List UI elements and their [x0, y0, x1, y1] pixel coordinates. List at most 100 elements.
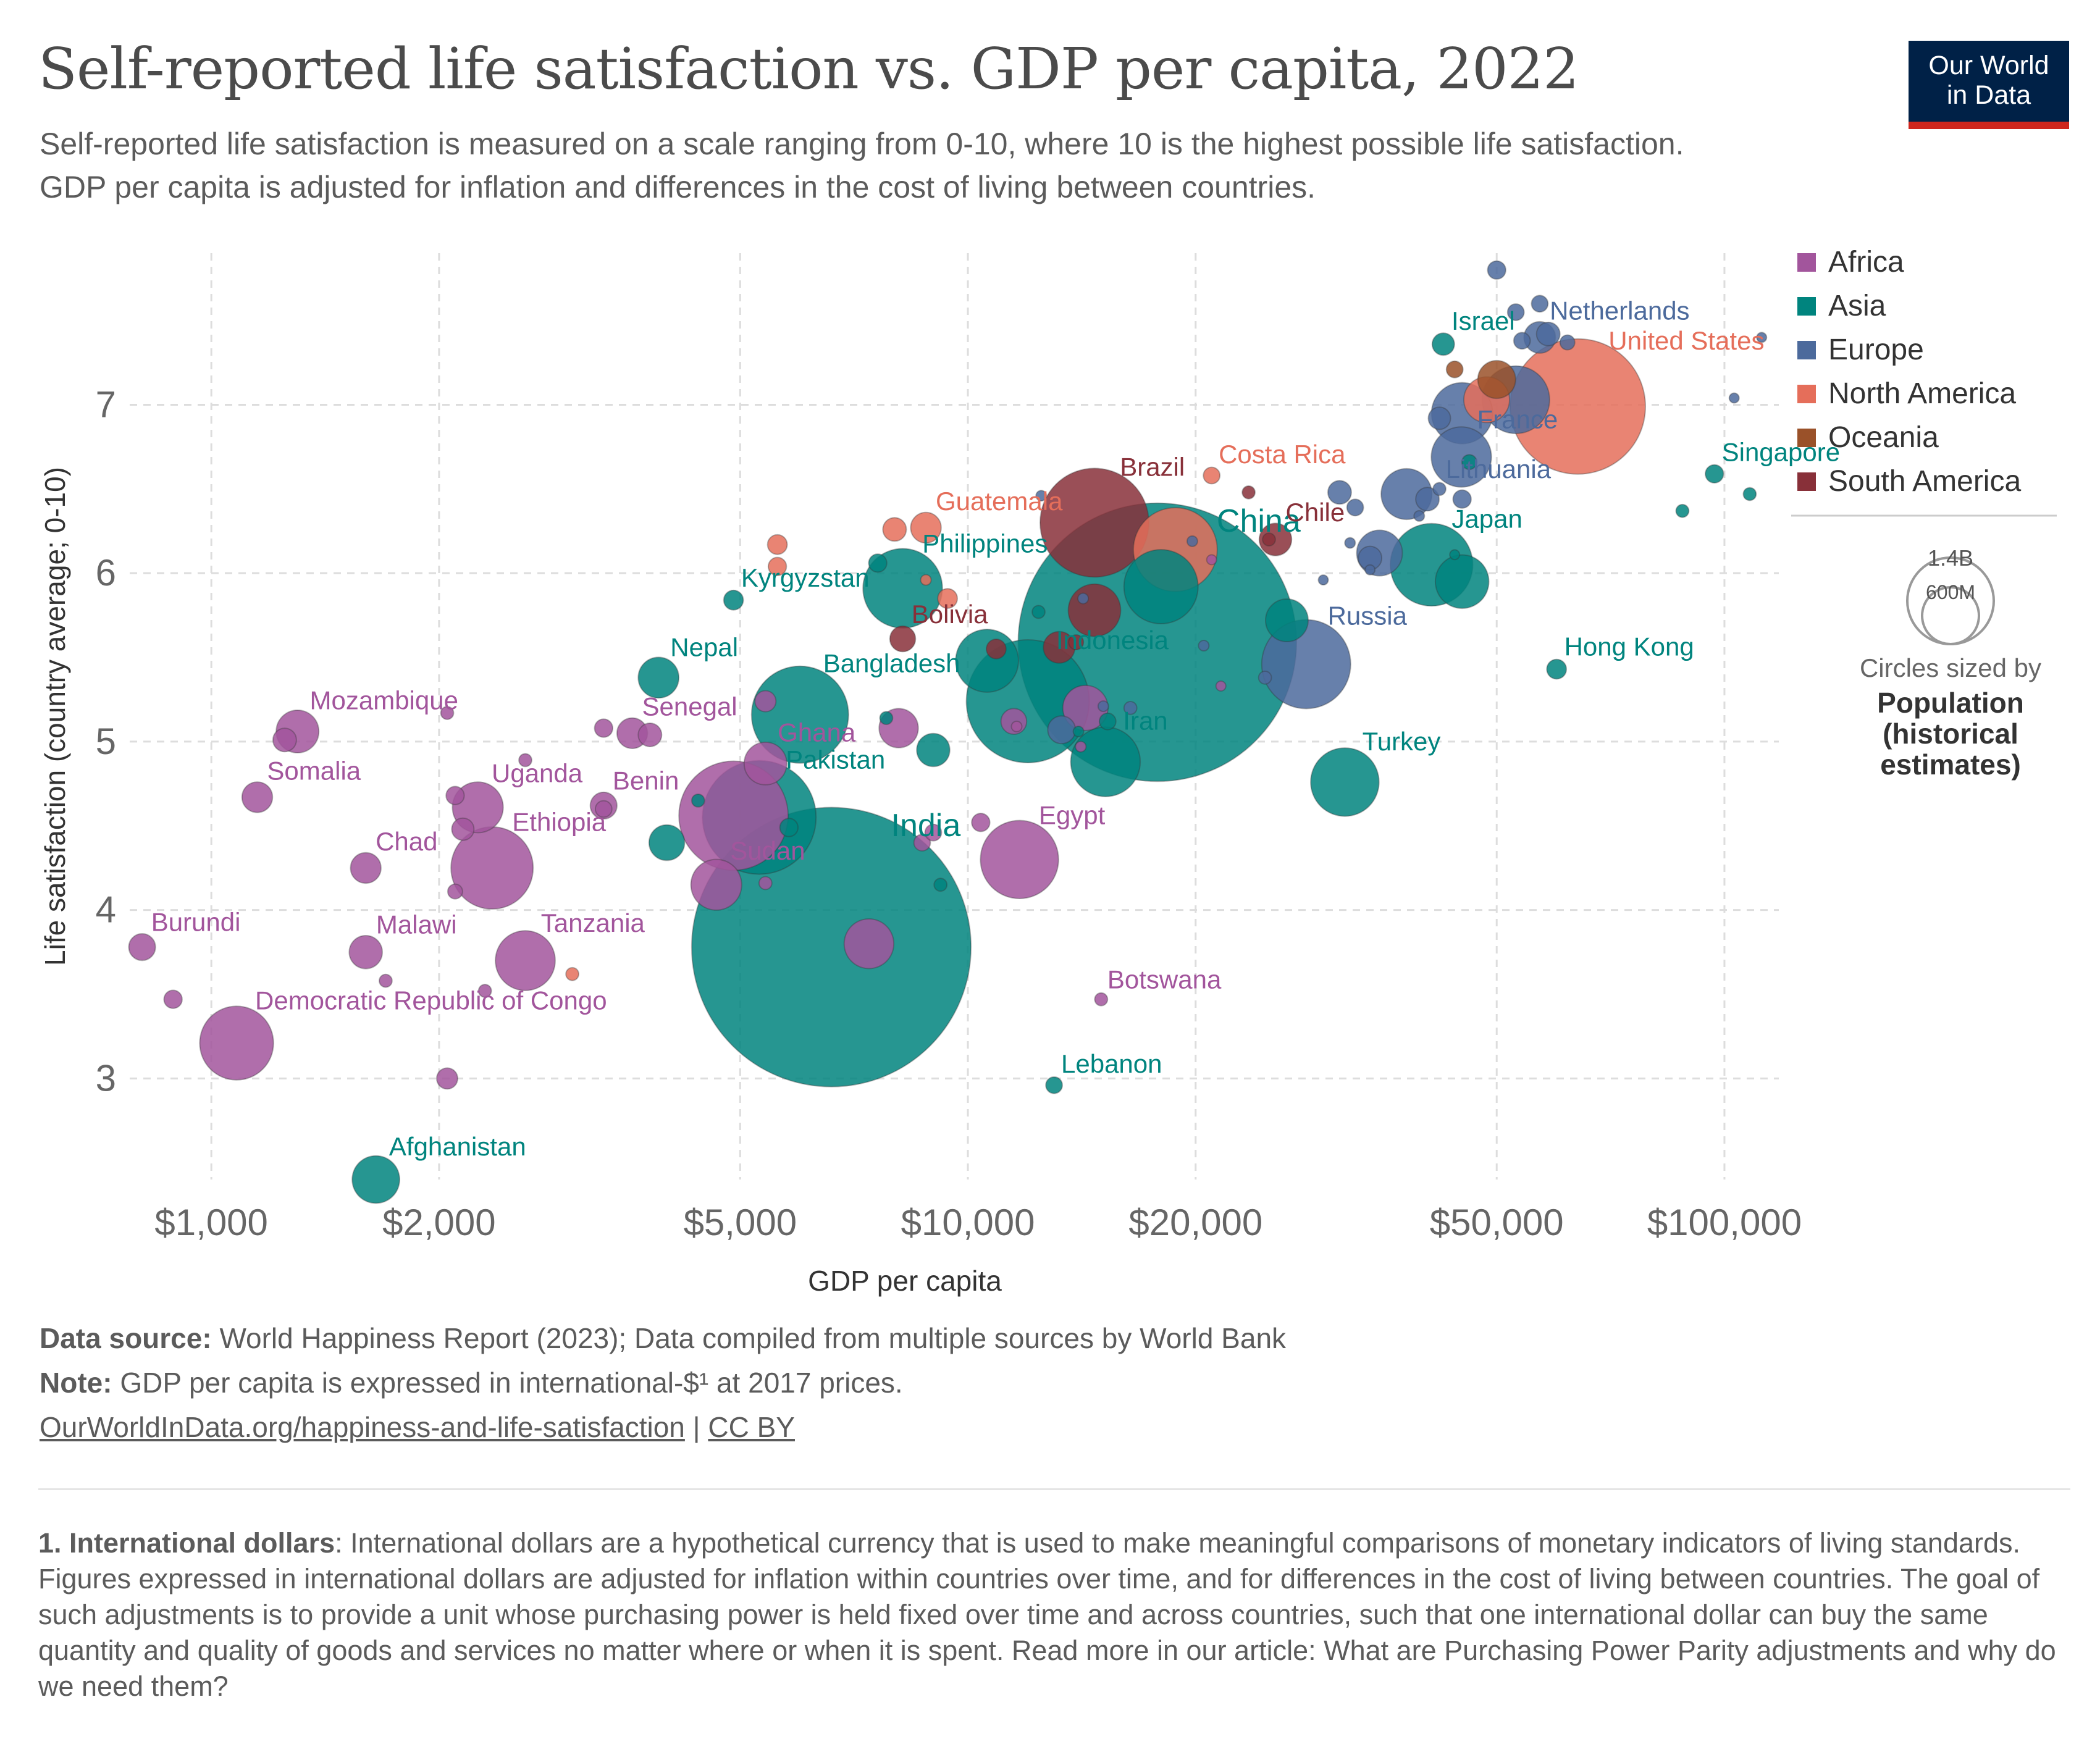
- data-point: [1461, 454, 1477, 471]
- data-point: [913, 834, 931, 852]
- data-point: [1427, 406, 1451, 430]
- axes: $1,000 $2,000 $5,000 $10,000 $20,000 $50,000 $…: [39, 383, 1802, 1297]
- owid-logo[interactable]: Our World in Data: [1909, 41, 2069, 129]
- data-point: [1742, 487, 1757, 501]
- data-point: [477, 984, 492, 998]
- x-axis-label: GDP per capita: [808, 1265, 1002, 1297]
- data-point: [1310, 747, 1380, 817]
- data-point: [451, 817, 475, 841]
- x-tick-label: $2,000: [382, 1202, 496, 1243]
- license-link[interactable]: CC BY: [708, 1411, 795, 1443]
- data-point: [565, 966, 579, 981]
- point-labels: India China United States Indonesia Pakistan…: [151, 296, 1840, 1161]
- legend-label: Asia: [1828, 290, 1886, 322]
- data-point: [241, 781, 274, 813]
- data-point: [758, 876, 773, 890]
- point-label: China: [1217, 503, 1301, 539]
- y-tick-label: 6: [96, 552, 116, 593]
- point-label: Ethiopia: [512, 808, 606, 837]
- data-point: [1215, 680, 1227, 692]
- data-point: [637, 656, 680, 699]
- data-point: [518, 753, 532, 768]
- data-point: [648, 824, 686, 861]
- legend-swatch: [1797, 472, 1816, 491]
- point-label: Bangladesh: [823, 648, 960, 677]
- data-point: [1077, 592, 1090, 605]
- data-point: [723, 589, 744, 611]
- point-label: Senegal: [642, 692, 737, 721]
- data-point: [1675, 503, 1690, 518]
- data-point: [1431, 332, 1455, 356]
- source-url-link[interactable]: OurWorldInData.org/happiness-and-life-sa…: [40, 1411, 685, 1443]
- footnote: 1. International dollars: International …: [38, 1525, 2070, 1704]
- data-point: [348, 935, 384, 970]
- data-point: [743, 741, 788, 786]
- data-point: [691, 807, 972, 1087]
- point-label: Costa Rica: [1219, 440, 1346, 469]
- point-label: Somalia: [267, 756, 361, 785]
- data-point: [868, 553, 888, 573]
- data-points: [128, 260, 1768, 1204]
- point-label: Guatemala: [936, 487, 1063, 516]
- point-label: Mozambique: [310, 686, 458, 715]
- legend-label: Africa: [1828, 246, 1904, 279]
- data-point: [350, 852, 382, 884]
- point-label: Sudan: [730, 836, 805, 865]
- data-point: [766, 534, 788, 555]
- source-label: Data source:: [40, 1322, 212, 1354]
- note-text: GDP per capita is expressed in internati…: [120, 1367, 903, 1399]
- data-point: [690, 858, 742, 911]
- legend-label: Europe: [1828, 333, 1924, 366]
- data-point: [495, 930, 556, 991]
- data-point: [379, 973, 393, 988]
- size-legend-variable: (historical: [1883, 718, 2018, 750]
- footnote-text: : International dollars are a hypothetic…: [38, 1527, 2056, 1702]
- point-label: Afghanistan: [389, 1132, 526, 1161]
- chart-subtitle: Self-reported life satisfaction is measu…: [40, 127, 1684, 204]
- legend-swatch: [1797, 385, 1816, 403]
- data-point: [971, 813, 991, 832]
- size-legend-small-label: 600M: [1926, 581, 1975, 603]
- point-label: Botswana: [1107, 965, 1222, 994]
- data-point: [920, 574, 932, 586]
- point-label: Malawi: [376, 910, 457, 939]
- data-point: [1546, 658, 1568, 680]
- point-label: Tanzania: [541, 908, 645, 937]
- footer-note: Note: GDP per capita is expressed in int…: [40, 1366, 903, 1399]
- legend-swatch: [1797, 341, 1816, 359]
- data-point: [882, 517, 907, 542]
- point-label: Bolivia: [912, 600, 988, 629]
- data-point: [1123, 701, 1138, 715]
- data-point: [1346, 498, 1364, 517]
- point-label: Netherlands: [1550, 296, 1689, 325]
- data-point: [1513, 332, 1531, 350]
- point-label: Singapore: [1722, 437, 1840, 466]
- data-point: [1344, 537, 1356, 549]
- data-point: [445, 786, 465, 805]
- footnote-label: 1. International dollars: [38, 1527, 335, 1559]
- y-tick-label: 4: [96, 889, 116, 931]
- data-point: [436, 1067, 458, 1090]
- data-point: [1258, 670, 1272, 685]
- point-label: Pakistan: [786, 745, 885, 774]
- data-point: [1123, 549, 1199, 624]
- data-point: [447, 883, 463, 900]
- point-label: Japan: [1451, 504, 1522, 533]
- legend-swatch: [1797, 429, 1816, 447]
- data-point: [1434, 554, 1490, 610]
- y-tick-label: 5: [96, 721, 116, 762]
- size-legend: 1.4B 600M Circles sized by Population(histo…: [1860, 545, 2041, 781]
- note-label: Note:: [40, 1367, 112, 1399]
- x-tick-label: $1,000: [154, 1202, 268, 1243]
- data-point: [924, 823, 943, 842]
- data-point: [1452, 489, 1472, 509]
- point-label: Turkey: [1363, 727, 1441, 756]
- size-legend-variable: estimates): [1880, 748, 2021, 781]
- data-point: [594, 718, 613, 738]
- data-point: [1506, 303, 1525, 321]
- region-legend: Africa Asia Europe North America Oceania Sout…: [1791, 246, 2057, 517]
- x-tick-label: $20,000: [1128, 1202, 1262, 1243]
- footer-links: OurWorldInData.org/happiness-and-life-sa…: [40, 1410, 795, 1444]
- legend-swatch: [1797, 253, 1816, 272]
- point-label: Kyrgyzstan: [741, 563, 870, 592]
